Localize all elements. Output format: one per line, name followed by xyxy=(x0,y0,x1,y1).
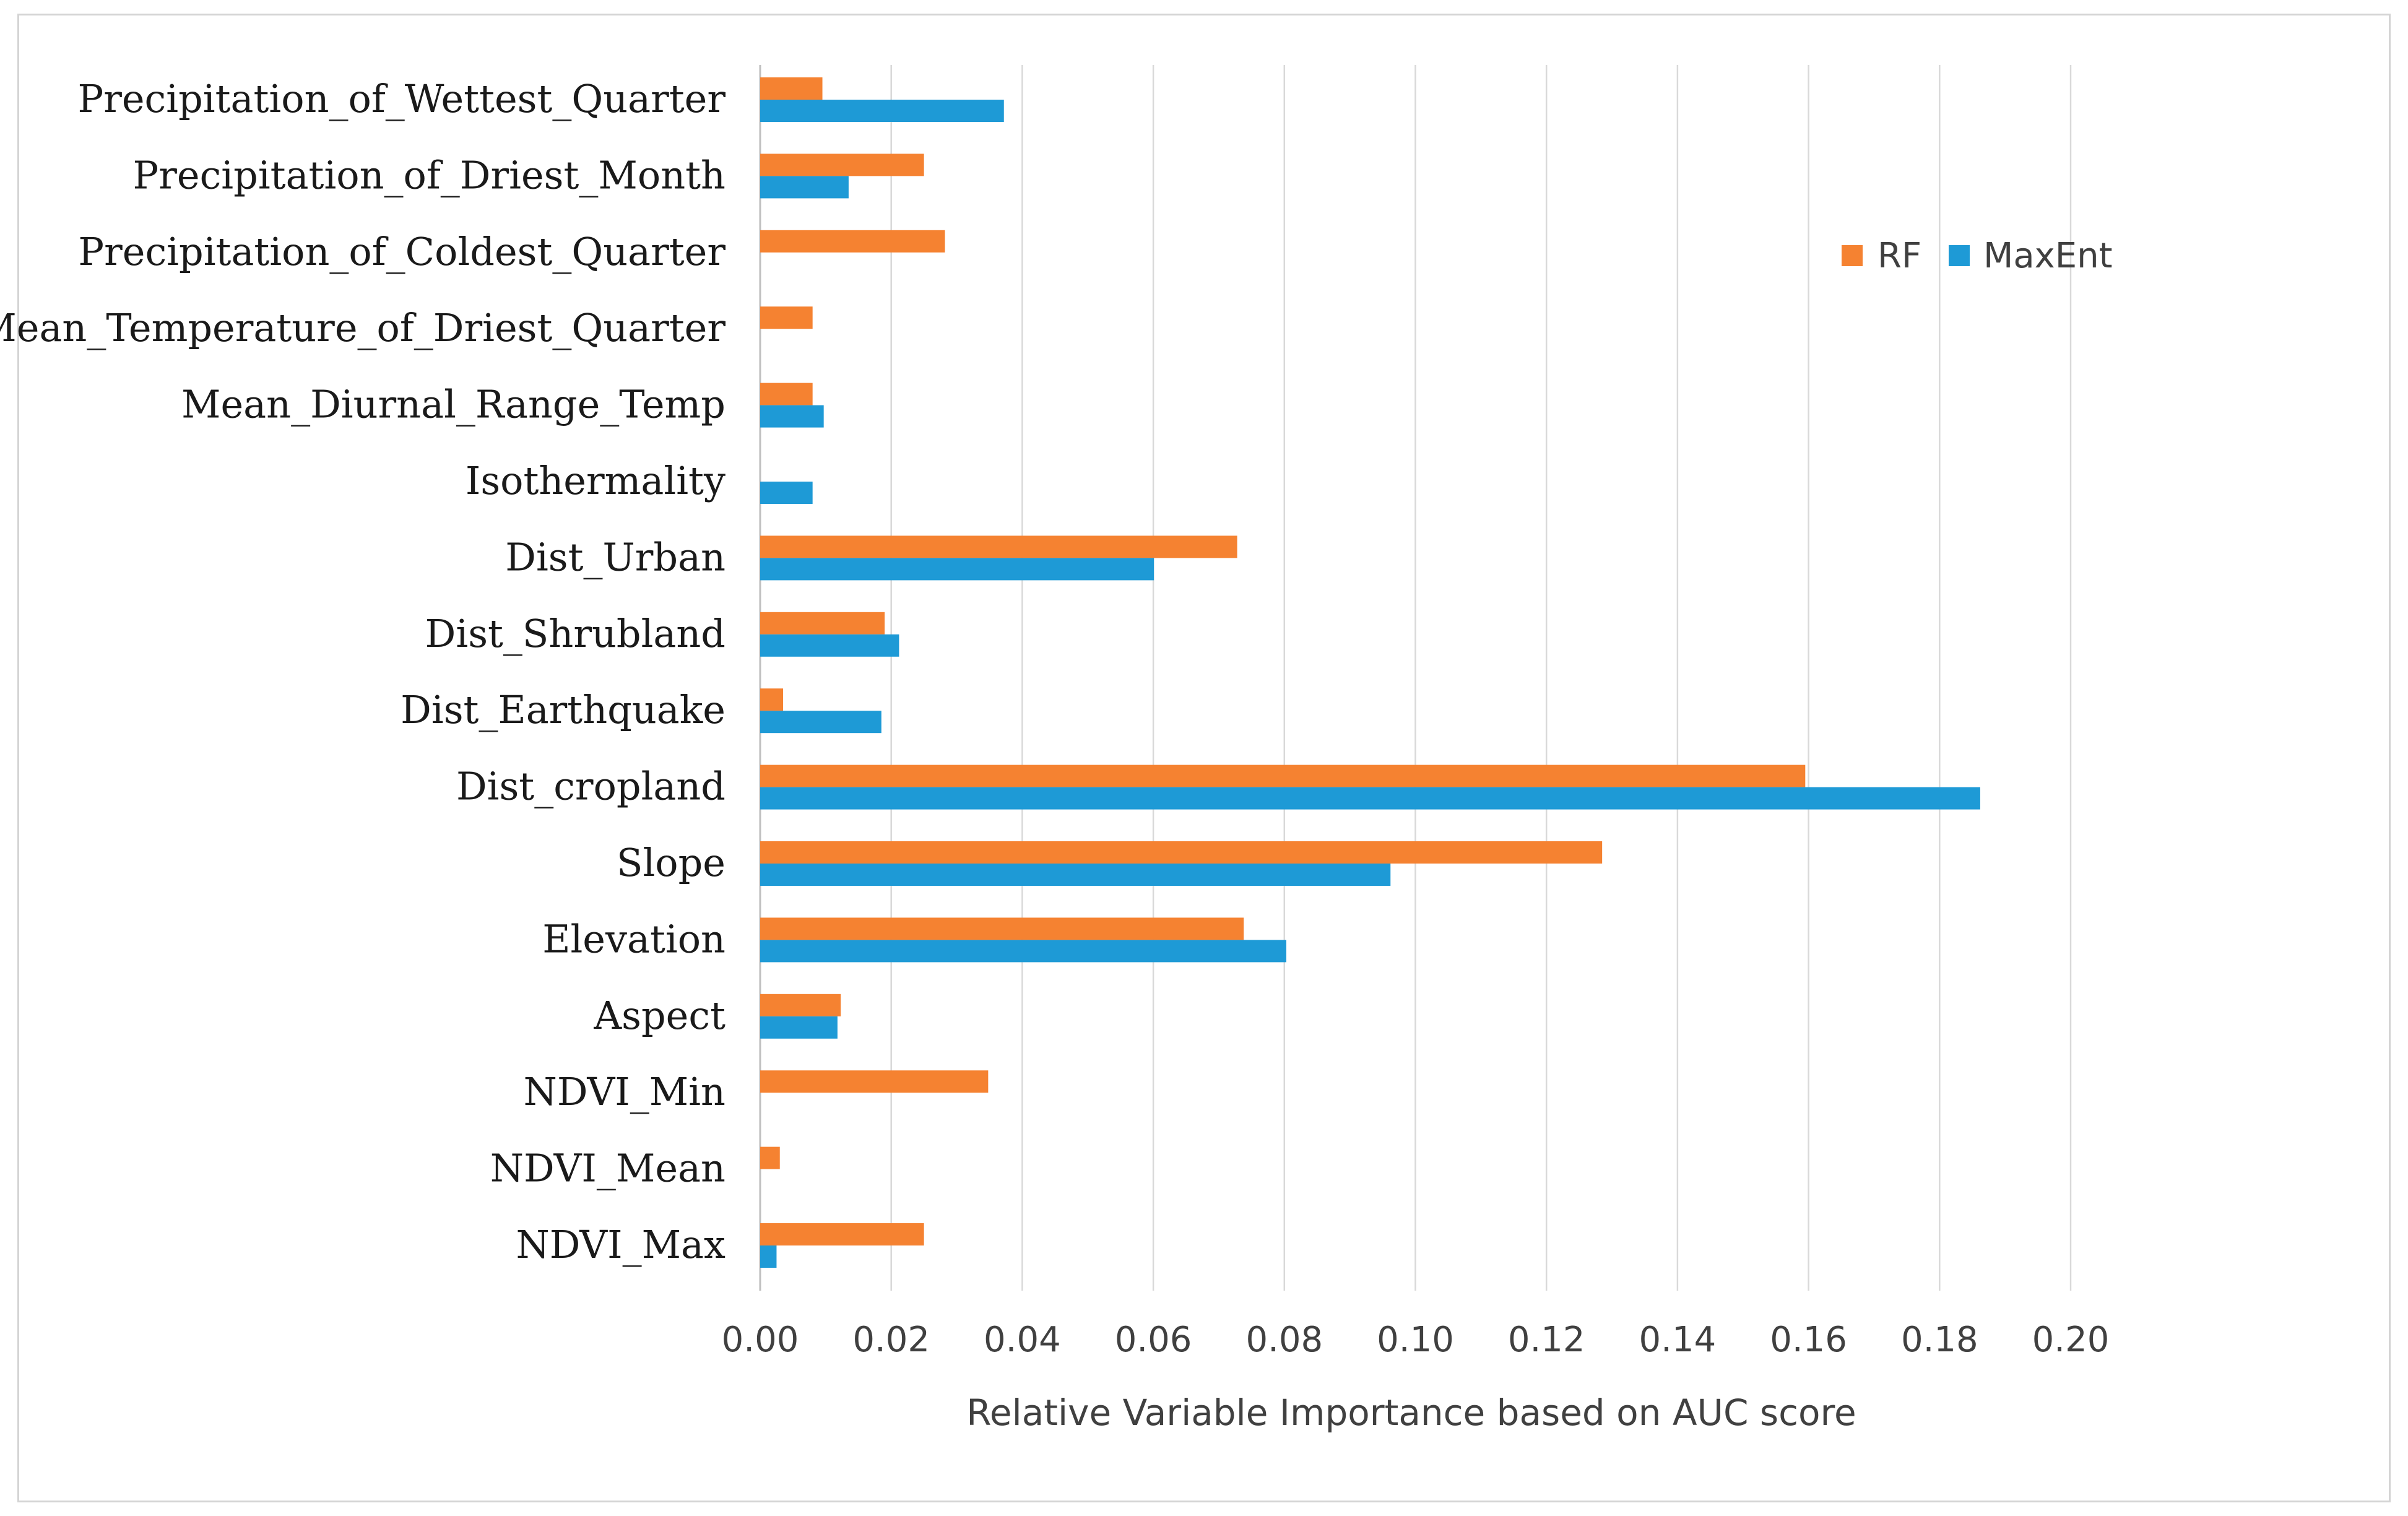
legend: RF MaxEnt xyxy=(1842,236,2113,276)
bar-maxent-9 xyxy=(760,787,1980,810)
bar-rf-4 xyxy=(760,383,813,405)
category-label: NDVI_Mean xyxy=(490,1146,725,1191)
bar-rf-0 xyxy=(760,77,823,100)
bar-maxent-7 xyxy=(760,634,899,657)
bar-maxent-4 xyxy=(760,405,824,428)
bar-maxent-8 xyxy=(760,711,881,734)
category-labels: Precipitation_of_Wettest_Quarter Precipit… xyxy=(0,76,725,1267)
legend-swatch-rf xyxy=(1842,245,1863,266)
x-tick-labels: 0.00 0.02 0.04 0.06 0.08 0.10 0.12 0.14 0.16 0.18… xyxy=(722,1320,2110,1360)
gridlines xyxy=(759,65,2072,1291)
category-label: NDVI_Max xyxy=(516,1222,725,1267)
category-label: Precipitation_of_Driest_Month xyxy=(133,152,725,197)
x-tick-label: 0.02 xyxy=(852,1320,930,1360)
category-label: Precipitation_of_Coldest_Quarter xyxy=(78,229,725,274)
bar-maxent-12 xyxy=(760,1016,838,1039)
bar-maxent-10 xyxy=(760,864,1391,886)
bar-rf-11 xyxy=(760,917,1244,940)
bar-maxent-15 xyxy=(760,1245,777,1268)
bar-rf-10 xyxy=(760,841,1603,864)
bar-rf-6 xyxy=(760,535,1237,558)
x-tick-label: 0.14 xyxy=(1639,1320,1717,1360)
x-tick-label: 0.18 xyxy=(1901,1320,1978,1360)
bar-rf-2 xyxy=(760,230,945,253)
legend-swatch-maxent xyxy=(1949,245,1970,266)
category-label: Dist_Shrubland xyxy=(425,611,725,656)
bar-rf-13 xyxy=(760,1070,989,1093)
category-label: Mean_Temperature_of_Driest_Quarter xyxy=(0,305,725,350)
bar-maxent-1 xyxy=(760,176,849,199)
category-label: Isothermality xyxy=(466,458,725,503)
x-tick-label: 0.10 xyxy=(1377,1320,1454,1360)
category-label: Mean_Diurnal_Range_Temp xyxy=(181,382,725,427)
bar-rf-15 xyxy=(760,1223,924,1245)
category-label: Aspect xyxy=(593,993,725,1038)
bar-rf-7 xyxy=(760,612,885,635)
bar-maxent-6 xyxy=(760,558,1154,581)
bar-rf-14 xyxy=(760,1146,780,1169)
chart-frame xyxy=(17,14,2391,1502)
category-label: Dist_Urban xyxy=(505,534,725,579)
bar-rf-3 xyxy=(760,306,813,329)
x-tick-label: 0.16 xyxy=(1770,1320,1847,1360)
x-tick-label: 0.04 xyxy=(984,1320,1061,1360)
x-tick-label: 0.20 xyxy=(2032,1320,2110,1360)
category-label: NDVI_Min xyxy=(524,1069,725,1114)
bar-rf-1 xyxy=(760,154,924,176)
bars xyxy=(760,77,1980,1268)
category-label: Precipitation_of_Wettest_Quarter xyxy=(78,76,726,121)
bar-rf-9 xyxy=(760,764,1806,787)
bar-rf-12 xyxy=(760,994,841,1016)
bar-rf-8 xyxy=(760,688,784,711)
legend-label-rf: RF xyxy=(1877,236,1921,276)
x-tick-label: 0.12 xyxy=(1508,1320,1585,1360)
bar-maxent-5 xyxy=(760,482,813,504)
x-tick-label: 0.08 xyxy=(1245,1320,1323,1360)
x-tick-label: 0.00 xyxy=(722,1320,799,1360)
category-label: Dist_cropland xyxy=(456,764,725,809)
legend-label-maxent: MaxEnt xyxy=(1983,236,2113,276)
category-label: Elevation xyxy=(542,916,725,961)
category-label: Dist_Earthquake xyxy=(401,687,725,732)
bar-maxent-11 xyxy=(760,940,1286,963)
bar-maxent-0 xyxy=(760,100,1004,122)
x-tick-label: 0.06 xyxy=(1115,1320,1192,1360)
x-axis-title: Relative Variable Importance based on AU… xyxy=(966,1392,1856,1434)
category-label: Slope xyxy=(617,840,725,885)
